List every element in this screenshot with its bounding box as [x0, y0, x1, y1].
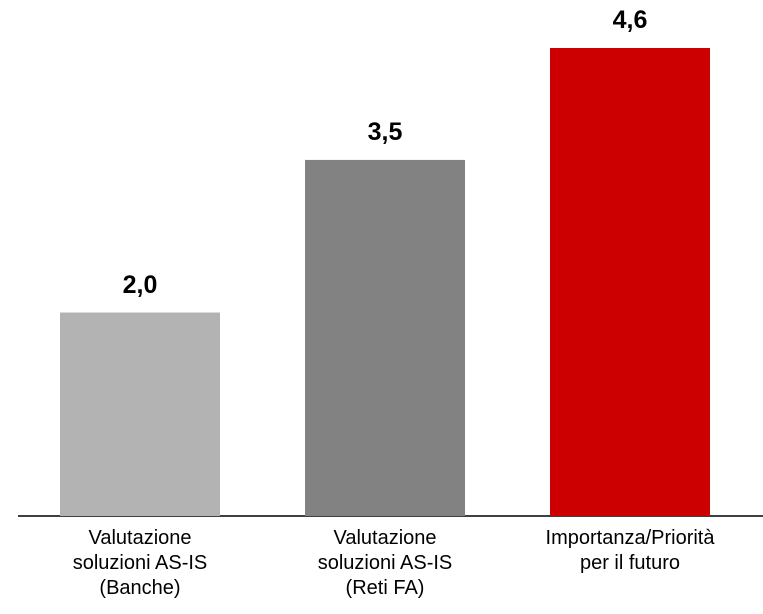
x-tick-label: Valutazione soluzioni AS-IS (Banche) — [72, 527, 208, 599]
x-tick-label: Valutazione soluzioni AS-IS (Reti FA) — [317, 527, 453, 599]
bar — [550, 48, 710, 516]
bar — [60, 312, 220, 516]
x-tick-label: Importanza/Priorità per il futuro — [545, 527, 715, 574]
data-label: 4,6 — [612, 6, 648, 34]
data-label: 2,0 — [122, 270, 158, 299]
data-label: 3,5 — [367, 117, 403, 146]
bar — [305, 159, 465, 517]
